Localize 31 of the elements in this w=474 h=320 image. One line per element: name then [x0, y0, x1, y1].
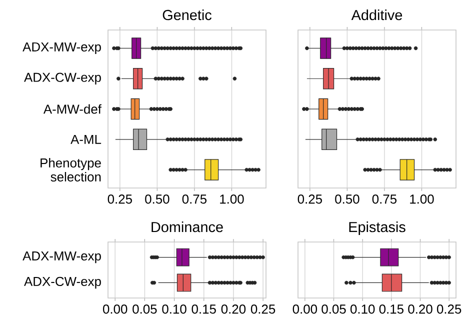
x-tick-label: 0.10	[350, 304, 375, 314]
x-tick-label: 0.05	[132, 304, 157, 314]
x-tick-label: 0.05	[322, 304, 346, 314]
chart-title: Epistasis	[349, 222, 406, 236]
x-tick-label: 0.15	[379, 304, 404, 314]
x-tick-label: 0.25	[298, 194, 322, 204]
x-tick-label: 0.20	[408, 304, 432, 314]
chart-title: Genetic	[162, 10, 212, 20]
x-tick-label: 0.25	[108, 194, 132, 204]
y-tick-label: Phenotype selection	[40, 158, 101, 182]
x-tick-label: 0.15	[192, 304, 216, 314]
y-tick-label: ADX-MW-exp	[22, 251, 101, 264]
x-tick-label: 1.00	[220, 194, 244, 204]
x-tick-label: 0.25	[250, 304, 276, 314]
chart-title: Dominance	[152, 222, 223, 232]
x-tick-label: 0.00	[102, 304, 128, 314]
x-tick-label: 0.20	[221, 304, 246, 314]
y-tick-label: ADX-CW-exp	[24, 276, 101, 289]
y-tick-label: A-MW-def	[43, 104, 102, 114]
x-tick-label: 0.50	[145, 194, 170, 204]
x-tick-label: 0.50	[335, 194, 360, 204]
x-tick-label: 0.00	[292, 304, 318, 314]
y-tick-label: A-ML	[70, 134, 102, 144]
y-tick-label: ADX-MW-exp	[22, 42, 101, 54]
x-tick-label: 0.75	[182, 194, 207, 204]
chart-title: Additive	[351, 10, 402, 20]
x-tick-label: 0.75	[372, 194, 397, 204]
x-tick-label: 0.10	[162, 304, 186, 314]
x-tick-label: 0.25	[436, 304, 462, 314]
y-tick-label: ADX-CW-exp	[24, 72, 101, 84]
x-tick-label: 1.00	[410, 194, 434, 204]
